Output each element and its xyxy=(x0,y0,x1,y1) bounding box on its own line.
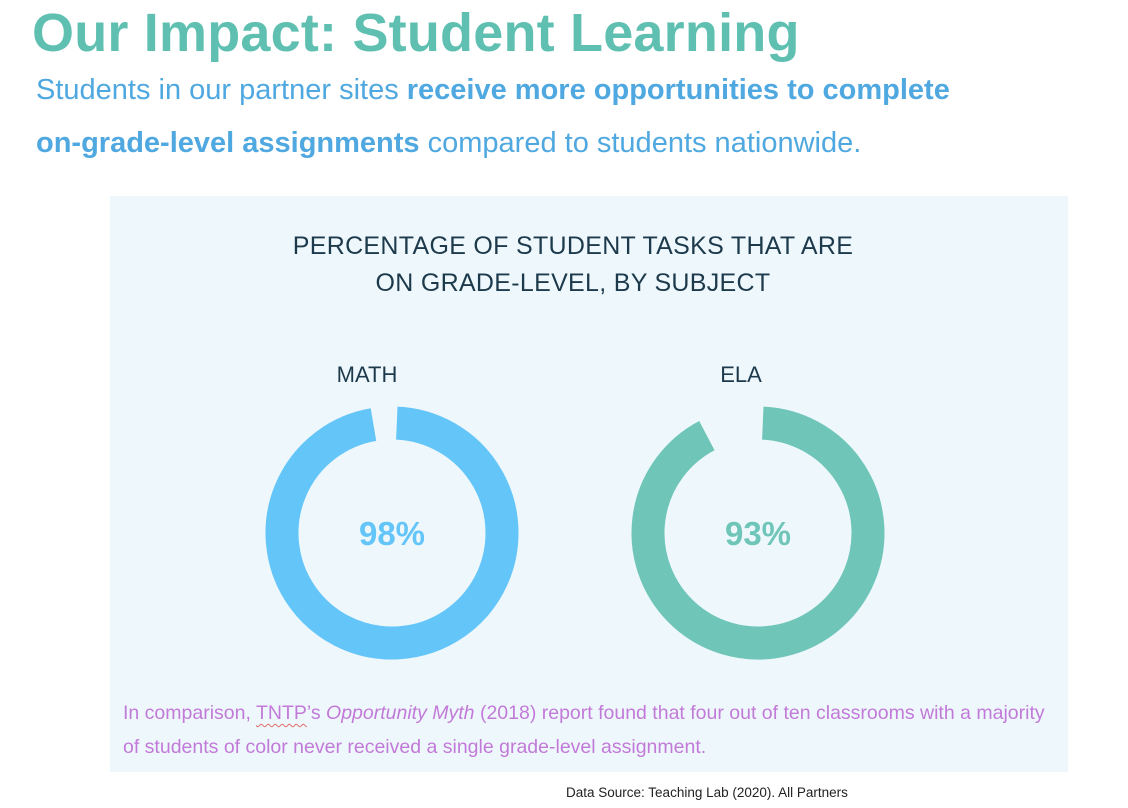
donut-charts: 98% 93% xyxy=(265,406,885,660)
note-prefix: In comparison, xyxy=(123,702,256,724)
subtitle-text-end: compared to students nationwide. xyxy=(419,127,862,159)
note-tntp: TNTP xyxy=(255,702,307,724)
subtitle-emphasis-1: receive more opportunities to complete xyxy=(406,74,950,106)
page-title: Our Impact: Student Learning xyxy=(32,3,800,63)
chart-title-line-1: PERCENTAGE OF STUDENT TASKS THAT ARE xyxy=(292,232,854,260)
math-percent-label: 98% xyxy=(359,515,425,552)
note-report-title: Opportunity Myth xyxy=(326,702,475,724)
subtitle-text: Students in our partner sites xyxy=(36,74,407,106)
note-possessive: ’s xyxy=(306,702,327,724)
ela-donut-arc xyxy=(631,406,885,660)
chart-title-line-2: ON GRADE-LEVEL, BY SUBJECT xyxy=(375,269,771,297)
math-label: MATH xyxy=(336,362,398,387)
chart-title: PERCENTAGE OF STUDENT TASKS THAT ARE ON … xyxy=(110,228,1036,302)
ela-percent-label: 93% xyxy=(725,515,791,552)
note-rest: (2018) report found that four out of ten… xyxy=(123,702,1045,758)
math-donut-arc xyxy=(265,406,519,660)
page-subtitle: Students in our partner sites receive mo… xyxy=(36,64,1096,170)
subtitle-emphasis-2: on-grade-level assignments xyxy=(36,127,420,159)
comparison-note: In comparison, TNTP’s Opportunity Myth (… xyxy=(123,696,1053,764)
data-source: Data Source: Teaching Lab (2020). All Pa… xyxy=(566,785,848,800)
ela-label: ELA xyxy=(720,362,762,387)
chart-panel: PERCENTAGE OF STUDENT TASKS THAT ARE ON … xyxy=(110,196,1068,772)
